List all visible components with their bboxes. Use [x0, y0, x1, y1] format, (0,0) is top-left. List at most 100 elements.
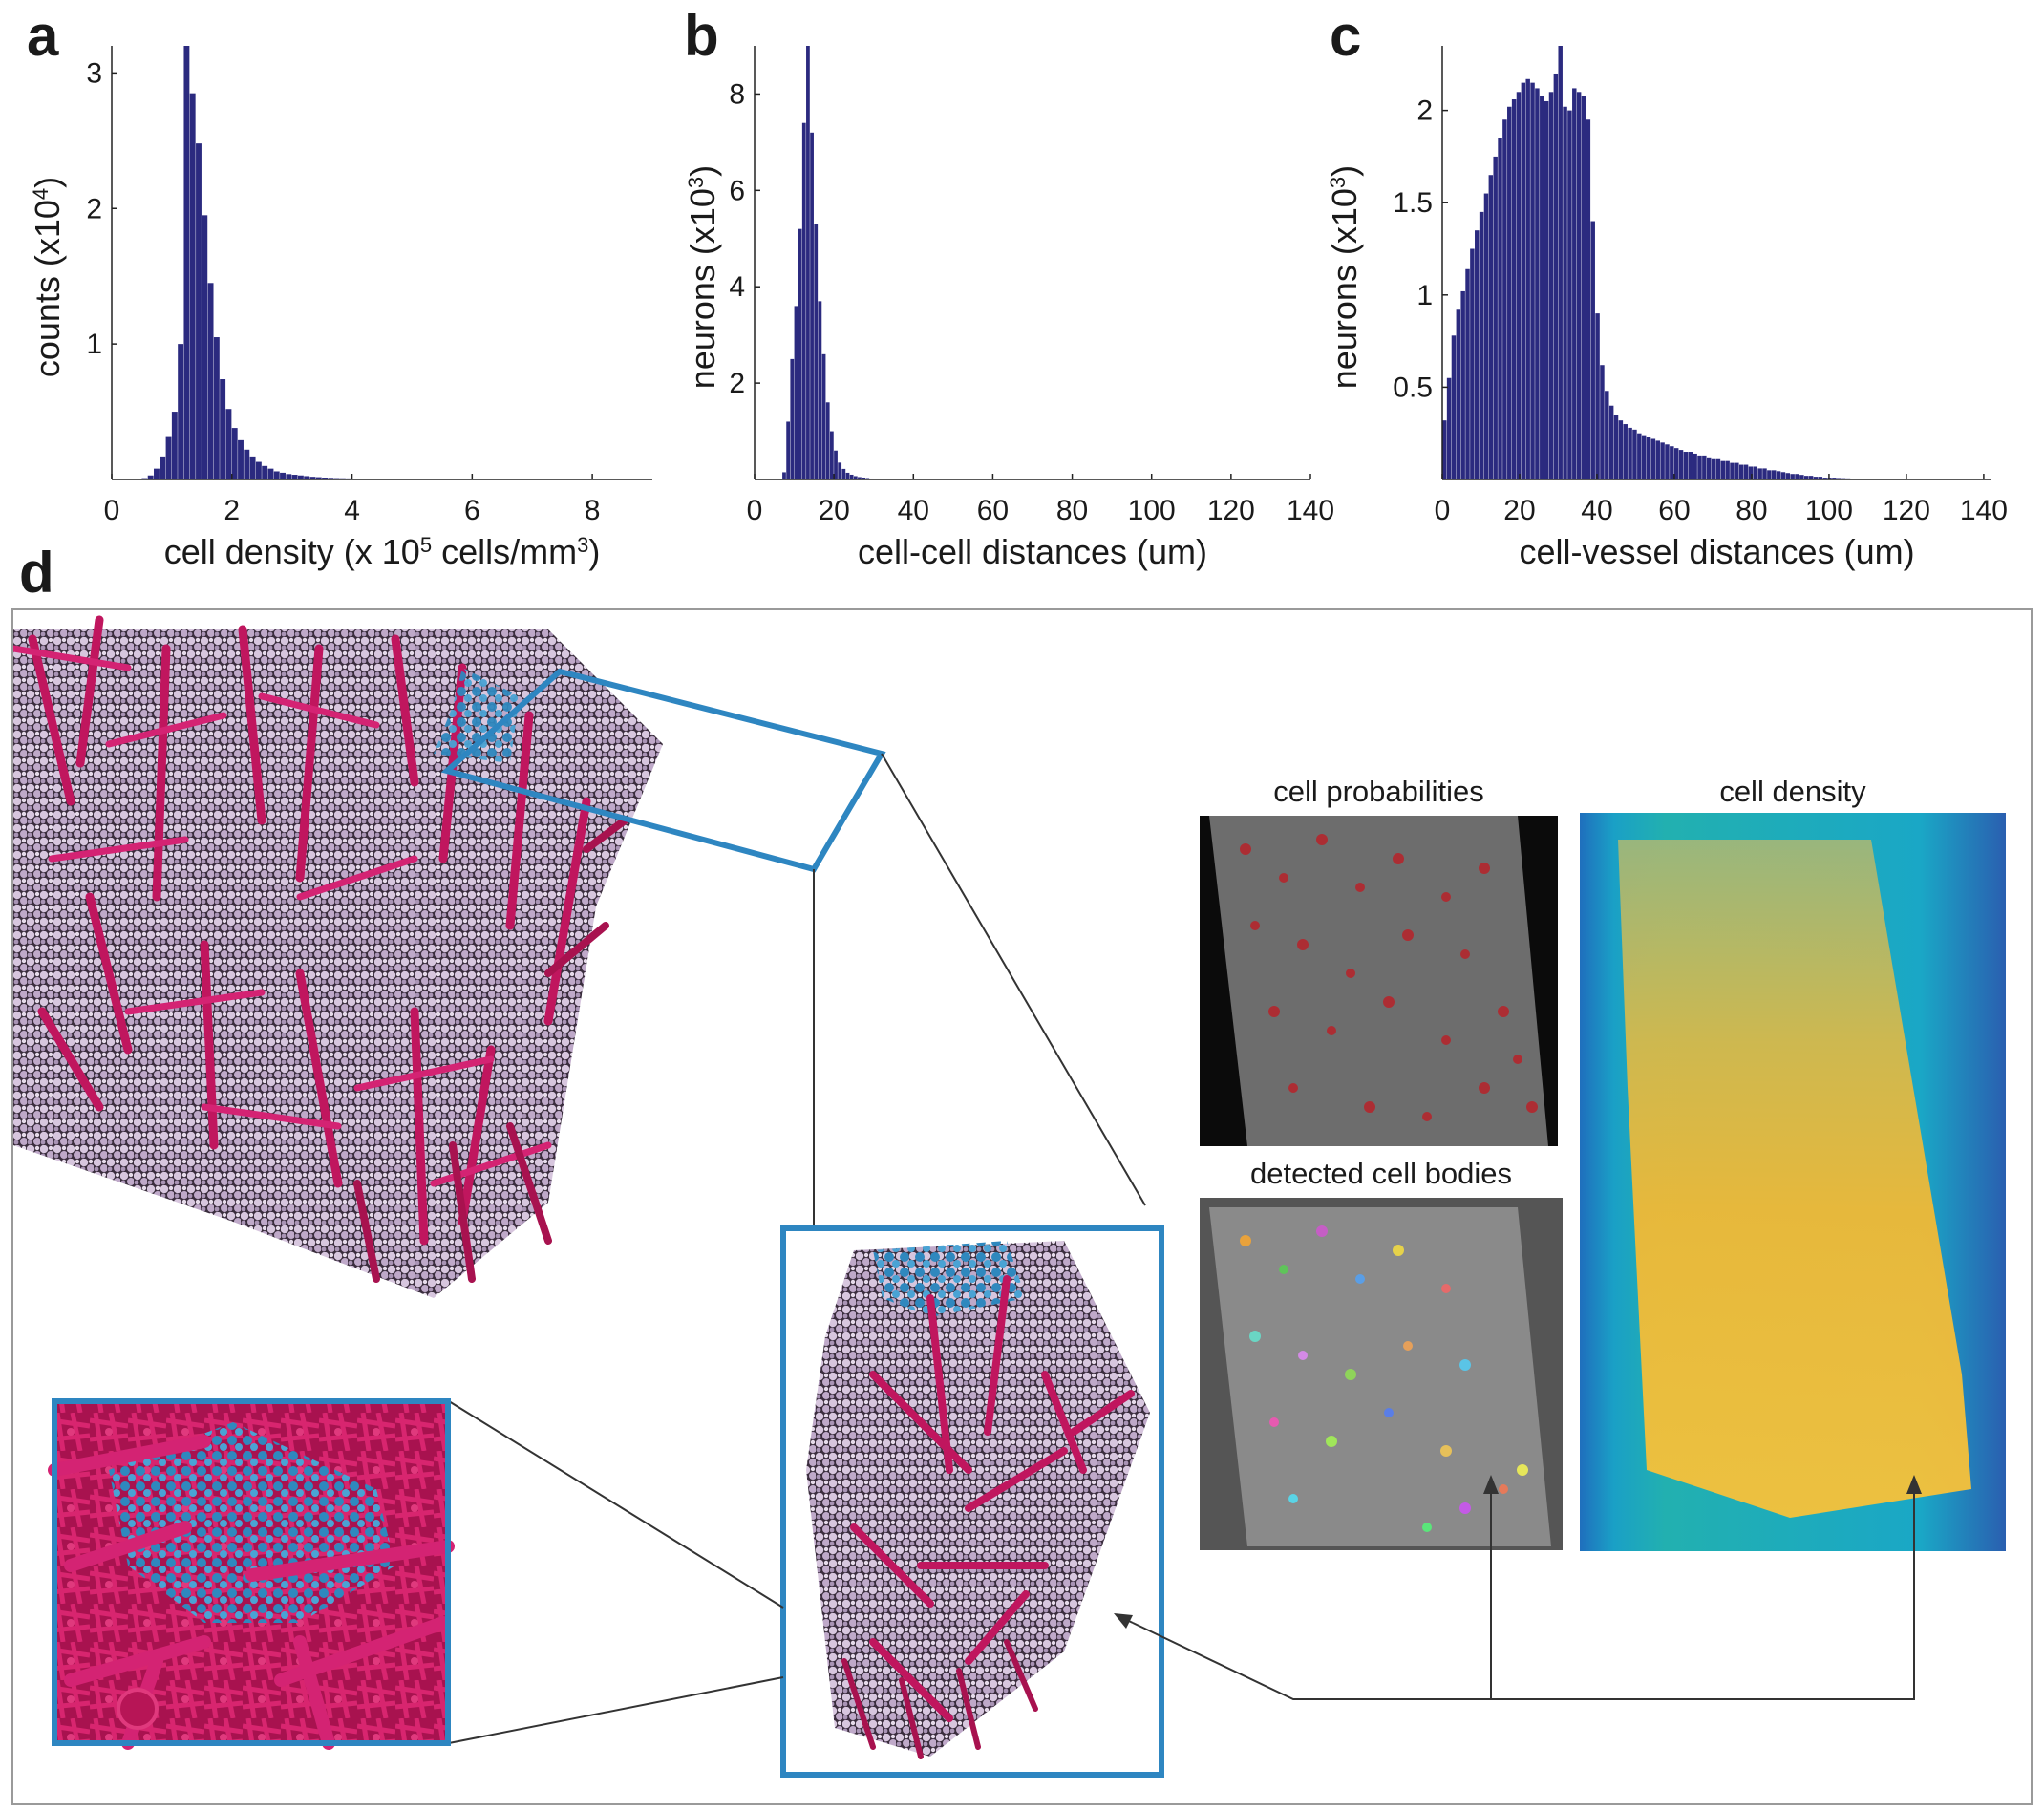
histogram-bar — [1772, 470, 1777, 479]
histogram-bar — [220, 379, 226, 479]
x-tick-label: 0 — [747, 495, 763, 526]
histogram-bar — [160, 456, 166, 479]
histogram-bar — [1706, 457, 1712, 479]
x-axis-label-part: cells/mm — [432, 532, 577, 571]
histogram-bar — [798, 228, 802, 479]
histogram-bar — [1673, 448, 1679, 479]
histogram-bar — [814, 224, 819, 479]
histogram-bar — [1548, 92, 1554, 479]
histogram-bar — [1780, 472, 1786, 479]
y-axis-label: counts (x104) — [28, 177, 67, 377]
cell-density-image — [1580, 813, 2006, 1551]
histogram-bar — [1558, 46, 1563, 479]
caption-cell-probabilities: cell probabilities — [1273, 775, 1484, 808]
histogram-bar — [845, 472, 850, 479]
y-axis-label-part: 4 — [29, 188, 53, 200]
chart-b: 0 20 40 60 80 100 120 140 2 4 6 8 cell-cell distance… — [683, 46, 1334, 571]
histogram-bar — [262, 465, 268, 479]
histogram-bar — [786, 421, 791, 479]
histogram-bar — [806, 46, 810, 479]
histogram-bar — [1586, 119, 1591, 479]
histogram-bar — [291, 475, 298, 479]
x-tick-label: 120 — [1207, 495, 1255, 526]
histogram-bar — [1813, 477, 1819, 479]
histogram-bar — [183, 46, 190, 479]
x-axis-label: cell-cell distances (um) — [858, 532, 1207, 571]
y-axis-label-part: ) — [28, 177, 67, 188]
histogram-bar — [1753, 466, 1758, 479]
histogram-bar — [1618, 420, 1624, 479]
histogram-bar — [865, 478, 870, 479]
histogram-bar — [1790, 474, 1795, 479]
histogram-bar — [1688, 452, 1693, 479]
histogram-bar — [178, 344, 184, 479]
y-axis-label-part: ) — [1325, 165, 1364, 177]
histogram-bar — [1451, 335, 1457, 479]
histogram-bar — [165, 436, 172, 479]
caption-detected-cell-bodies: detected cell bodies — [1249, 1157, 1513, 1190]
histogram-bar — [267, 468, 274, 479]
histogram-bar — [858, 477, 862, 479]
histogram-bar — [1725, 460, 1730, 479]
panel-d-illustration — [13, 615, 2006, 1778]
histogram-bar — [1632, 429, 1637, 479]
y-axis-label-part: counts (x10 — [28, 200, 67, 377]
histogram-bar — [841, 468, 846, 479]
x-tick-label: 6 — [464, 495, 480, 526]
histogram-bar — [189, 93, 196, 479]
x-tick-label: 140 — [1287, 495, 1334, 526]
histogram-bar — [825, 402, 830, 479]
histogram-bar — [1785, 473, 1791, 479]
histogram-bar — [1446, 377, 1452, 479]
x-tick-label: 140 — [1960, 495, 2008, 526]
histogram-bar — [1572, 88, 1577, 479]
histogram-bar — [315, 477, 322, 479]
histogram-bar — [1757, 468, 1762, 479]
histogram-bar — [171, 412, 178, 479]
histogram-bar — [1697, 455, 1702, 479]
histogram-bar — [1637, 433, 1642, 479]
y-tick-label: 2 — [729, 368, 745, 399]
histogram-bar — [1711, 458, 1716, 479]
x-axis-label: cell-vessel distances (um) — [1519, 532, 1914, 571]
histogram-bar — [1590, 221, 1595, 479]
histogram-bar — [1516, 92, 1522, 479]
y-axis-label-part: 3 — [1326, 177, 1350, 188]
zoom-render-left — [48, 1401, 455, 1750]
histogram-bar — [1683, 452, 1689, 479]
x-tick-label: 40 — [1581, 495, 1612, 526]
y-tick-label: 1.5 — [1393, 187, 1433, 219]
histogram-bar — [280, 472, 286, 479]
zoom-frame-left — [52, 1398, 451, 1746]
histogram-bar — [1595, 313, 1600, 479]
histogram-bar — [1521, 82, 1526, 479]
histogram-bar — [196, 143, 202, 479]
x-tick-label: 80 — [1735, 495, 1767, 526]
histogram-bar — [838, 462, 842, 479]
histogram-bar — [862, 477, 865, 479]
histogram-bar — [1748, 466, 1754, 479]
histogram-bar — [1743, 464, 1749, 479]
caption-cell-density: cell density — [1719, 775, 1866, 808]
y-tick-label: 1 — [86, 329, 102, 360]
y-tick-label: 0.5 — [1393, 372, 1433, 403]
histogram-bar — [1608, 405, 1614, 479]
histogram-bar — [1702, 455, 1707, 479]
histogram-bar — [1567, 110, 1572, 480]
y-tick-label: 8 — [729, 78, 745, 110]
detected-cell-bodies-image — [1200, 1198, 1563, 1550]
histogram-bar — [1665, 444, 1670, 479]
histogram-bar — [1799, 475, 1804, 479]
histogram-bar — [1563, 106, 1567, 480]
x-tick-label: 80 — [1056, 495, 1088, 526]
histogram-bar — [1507, 106, 1512, 480]
histogram-bar — [1465, 268, 1470, 479]
x-tick-label: 4 — [344, 495, 360, 526]
histogram-bar — [1553, 73, 1559, 479]
histogram-bar — [1540, 96, 1544, 479]
histogram-bar — [1605, 391, 1609, 479]
panel-d-frame: cell probabilities detected cell bodies … — [11, 608, 2033, 1805]
histogram-bar — [1730, 462, 1735, 479]
